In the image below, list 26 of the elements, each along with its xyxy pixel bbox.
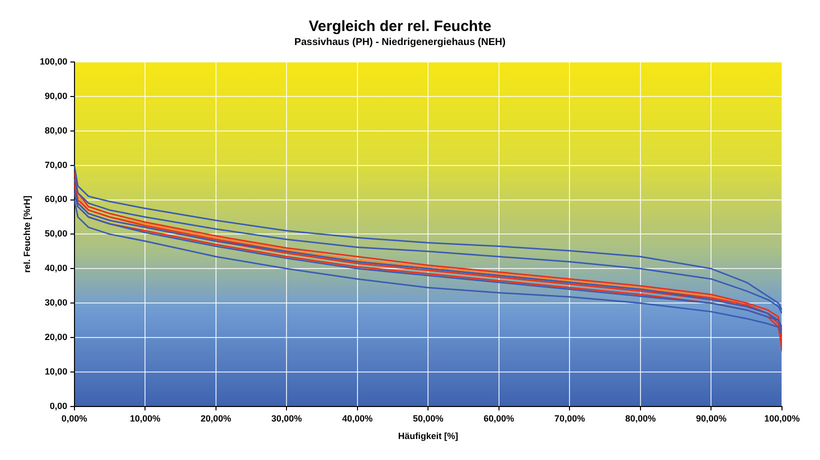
x-tick-label: 30,00% (271, 413, 302, 424)
x-tick-label: 100,00% (764, 413, 800, 424)
x-axis-title: Häufigkeit [%] (398, 431, 458, 442)
x-tick-label: 70,00% (554, 413, 585, 424)
y-axis-title: rel. Feuchte [%rH] (22, 196, 32, 273)
y-tick-label: 80,00 (44, 125, 68, 136)
x-tick-label: 20,00% (200, 413, 232, 424)
y-tick-label: 10,00 (44, 366, 68, 376)
y-tick-label: 90,00 (44, 90, 68, 101)
x-tick-label: 90,00% (696, 413, 726, 424)
x-tick-label: 40,00% (342, 413, 373, 424)
y-tick-label: 100,00 (40, 56, 68, 66)
x-tick-label: 80,00% (625, 413, 656, 424)
chart-subtitle: Passivhaus (PH) - Niedrigenergiehaus (NEH) (294, 36, 506, 48)
y-tick-label: 40,00 (44, 263, 68, 274)
y-tick-label: 30,00 (44, 298, 68, 308)
x-tick-label: 10,00% (130, 413, 160, 424)
x-tick-label: 50,00% (412, 413, 444, 424)
y-tick-label: 70,00 (44, 160, 68, 170)
x-tick-label: 60,00% (484, 413, 514, 424)
y-tick-label: 50,00 (44, 228, 68, 239)
y-tick-label: 20,00 (44, 332, 68, 342)
y-tick-label: 60,00 (44, 194, 68, 204)
chart-title: Vergleich der rel. Feuchte (308, 18, 492, 36)
x-tick-label: 0,00% (62, 413, 88, 424)
y-tick-label: 0,00 (50, 400, 68, 411)
